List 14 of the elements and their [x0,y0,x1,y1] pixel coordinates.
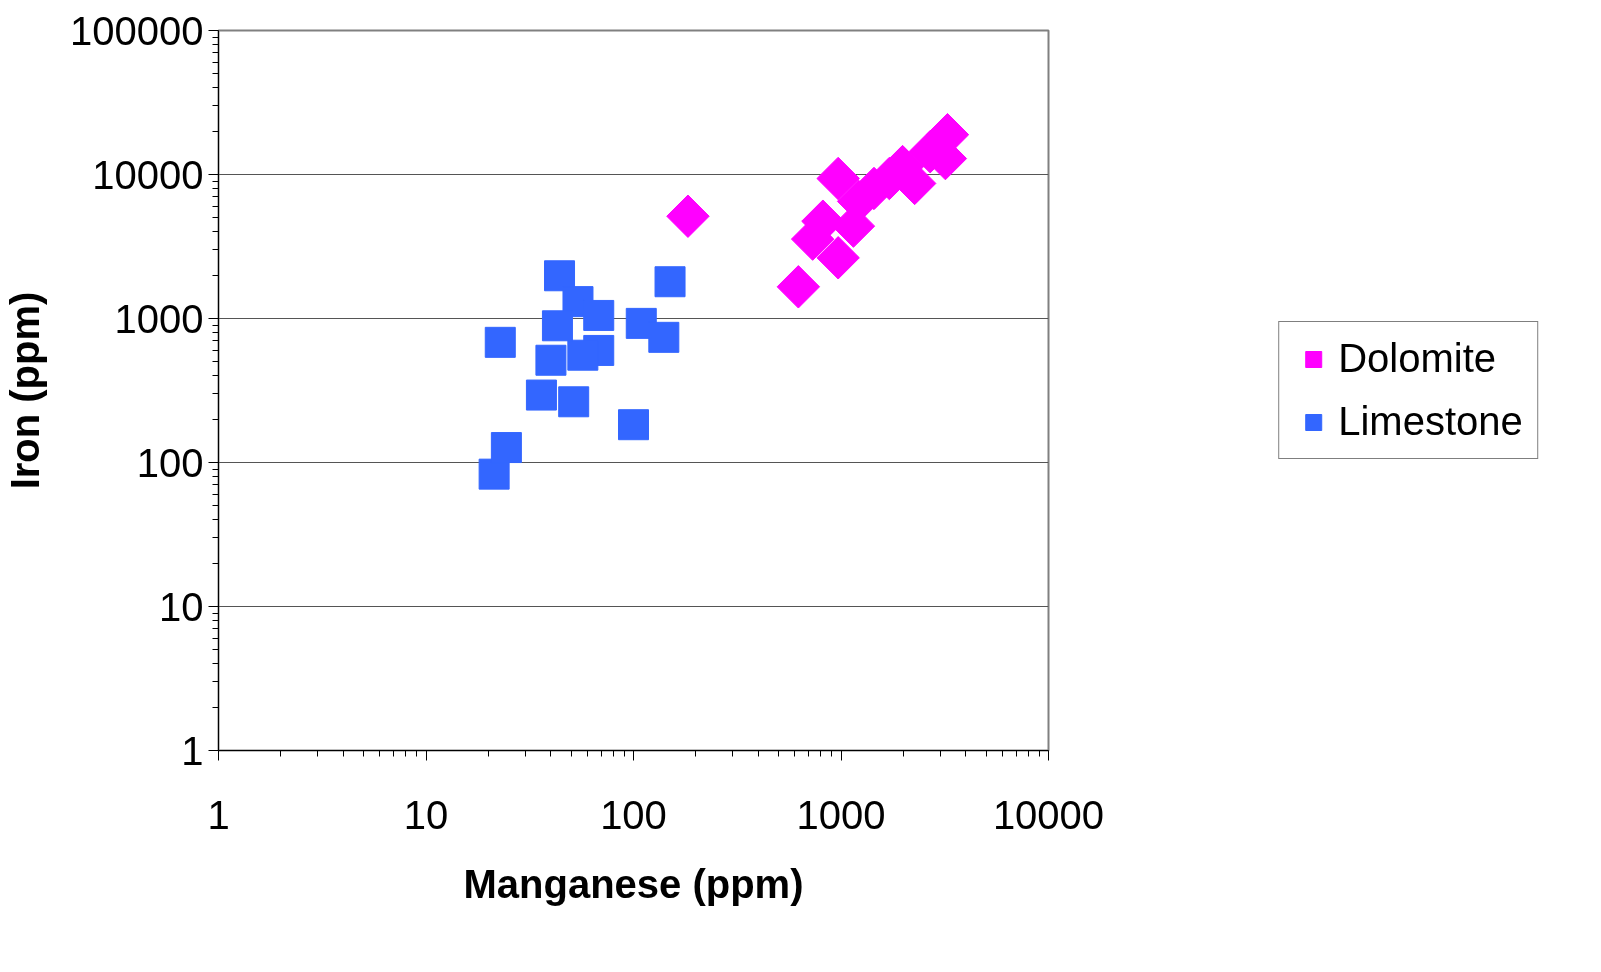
y-tick-label: 100 [136,440,204,485]
y-tick-label: 1 [181,728,204,773]
x-axis-title: Manganese (ppm) [463,861,804,906]
x-tick-label: 10 [403,792,449,837]
x-tick-label: 1000 [796,792,886,837]
y-tick-label: 10000 [92,152,204,197]
legend-label: Limestone [1338,399,1523,444]
y-tick-label: 100000 [70,8,204,53]
y-tick-label: 10 [159,584,204,629]
y-axis-title: Iron (ppm) [3,291,48,490]
legend-label: Dolomite [1338,336,1497,381]
x-tick-label: 10000 [992,792,1105,837]
y-tick-label: 1000 [114,296,204,341]
x-tick-label: 100 [600,792,667,837]
